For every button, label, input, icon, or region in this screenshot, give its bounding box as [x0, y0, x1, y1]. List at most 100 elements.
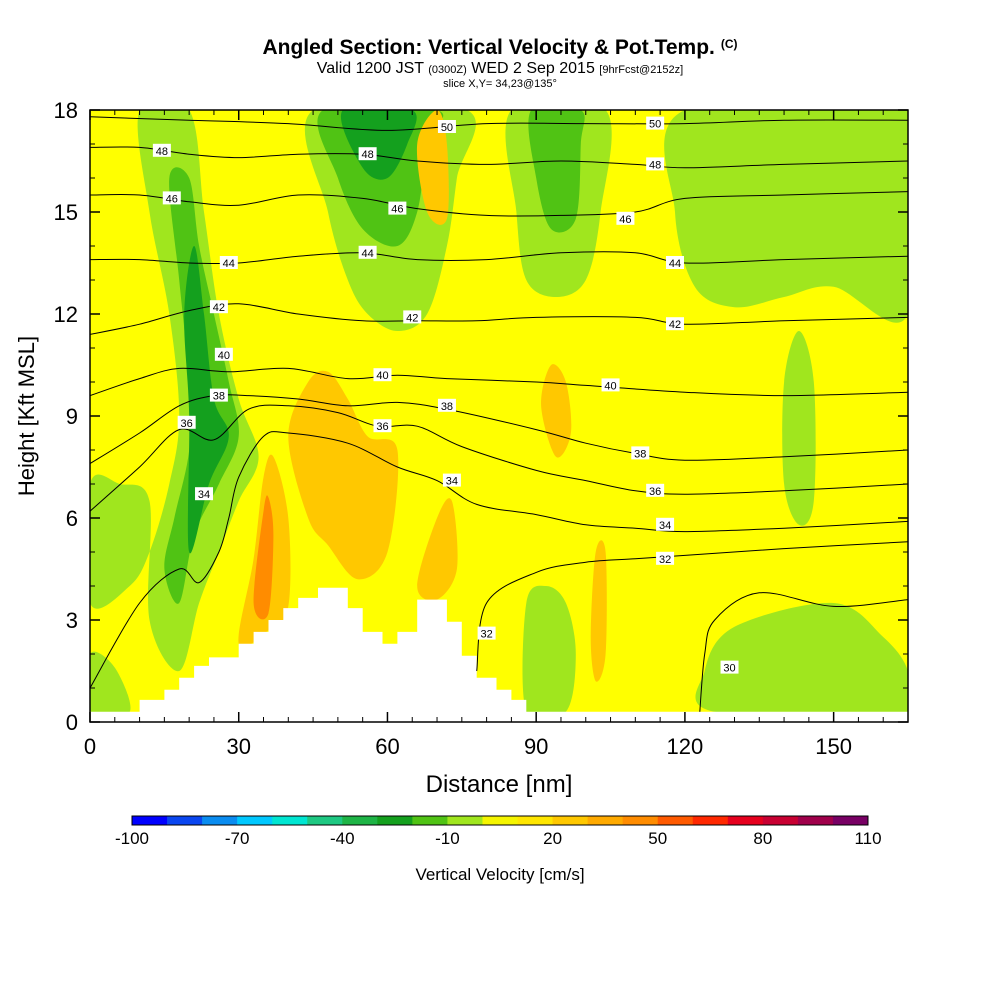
theta-label-34: 34 [659, 520, 671, 532]
theta-label-bg-8 [219, 256, 238, 269]
x-tick-label: 120 [667, 734, 704, 759]
theta-label-bg-21 [373, 419, 392, 433]
colorbar-swatch [622, 816, 659, 825]
chart-title: Angled Section: Vertical Velocity & Pot.… [262, 36, 738, 59]
theta-label-40: 40 [604, 380, 616, 392]
theta-label-bg-15 [373, 368, 392, 382]
theta-isoline-38 [90, 394, 908, 465]
colorbar-swatch [342, 816, 378, 825]
velocity-region-5 [341, 110, 417, 180]
theta-label-bg-11 [209, 300, 228, 314]
theta-labels: 48 50 48 50 48 46 46 46 44 44 44 42 42 42 40 40 40 38 38 38… [152, 116, 739, 675]
x-tick-label: 0 [84, 734, 96, 759]
colorbar-swatch [657, 816, 694, 825]
velocity-region-15 [288, 370, 399, 580]
theta-label-38: 38 [441, 401, 453, 413]
theta-label-bg-2 [358, 147, 377, 161]
theta-label-bg-24 [442, 473, 461, 487]
velocity-region-11 [90, 651, 131, 719]
theta-label-bg-28 [720, 660, 739, 674]
colorbar-swatch [692, 816, 729, 825]
theta-label-bg-1 [437, 120, 456, 133]
y-tick-label: 0 [66, 710, 78, 735]
terrain [90, 587, 908, 722]
theta-label-bg-18 [437, 398, 456, 412]
theta-label-bg-12 [403, 310, 422, 324]
colorbar-swatch [237, 816, 273, 825]
theta-label-bg-6 [388, 201, 407, 215]
colorbar-swatch [377, 816, 413, 825]
velocity-region-7 [528, 110, 585, 233]
theta-label-30: 30 [723, 663, 735, 675]
theta-label-46: 46 [619, 214, 631, 226]
theta-label-40: 40 [376, 370, 388, 382]
terrain-shape [90, 587, 908, 722]
colorbar-tick-label: 50 [648, 829, 667, 848]
y-tick-label: 9 [66, 404, 78, 429]
theta-label-32: 32 [480, 629, 492, 641]
colorbar-swatch [412, 816, 448, 825]
theta-isoline-44 [90, 251, 908, 265]
theta-label-50: 50 [649, 119, 661, 131]
x-tick-label: 90 [524, 734, 548, 759]
theta-label-38: 38 [213, 391, 225, 403]
y-tick-label: 6 [66, 506, 78, 531]
colorbar-swatch [552, 816, 589, 825]
colorbar-tick-label: -10 [435, 829, 460, 848]
colorbar-swatch [762, 816, 799, 825]
colorbar-swatch [797, 816, 834, 825]
theta-label-bg-16 [601, 378, 620, 392]
velocity-region-17 [541, 364, 572, 458]
velocity-region-18 [590, 540, 607, 682]
theta-label-38: 38 [634, 448, 646, 460]
colorbar-swatch [517, 816, 554, 825]
theta-isoline-46 [90, 191, 908, 217]
colorbar-swatch [307, 816, 343, 825]
theta-isoline-34 [90, 431, 908, 689]
colorbar-frame [131, 815, 869, 826]
theta-label-44: 44 [361, 248, 373, 260]
x-axis-ticks: 0 30 60 90 120 150 [84, 110, 884, 759]
colorbar-tick-label: 80 [753, 829, 772, 848]
theta-label-bg-3 [646, 116, 665, 130]
colorbar-label: Vertical Velocity [cm/s] [415, 865, 584, 884]
theta-label-bg-22 [646, 483, 665, 497]
theta-label-36: 36 [376, 421, 388, 433]
x-tick-label: 60 [375, 734, 399, 759]
theta-label-36: 36 [649, 486, 661, 498]
theta-isoline-50 [90, 116, 908, 131]
theta-label-42: 42 [213, 302, 225, 314]
theta-label-48: 48 [361, 149, 373, 161]
colorbar-swatch [482, 816, 519, 825]
colorbar-swatch [272, 816, 308, 825]
theta-label-50: 50 [441, 122, 453, 134]
velocity-region-9 [522, 585, 576, 722]
colorbar-swatch [727, 816, 764, 825]
theta-label-bg-13 [665, 317, 684, 331]
theta-label-44: 44 [223, 258, 235, 270]
colorbar-swatch [202, 816, 238, 825]
velocity-region-14 [253, 495, 274, 620]
theta-label-bg-23 [195, 487, 214, 501]
colorbar-tick-label: -70 [225, 829, 250, 848]
theta-label-36: 36 [181, 418, 193, 430]
theta-label-40: 40 [218, 350, 230, 362]
chart-slice-label: slice X,Y= 34,23@135° [443, 78, 557, 90]
theta-isoline-36 [90, 404, 908, 512]
colorbar-swatch [447, 816, 483, 825]
theta-isoline-32 [476, 541, 908, 672]
x-tick-label: 30 [226, 734, 250, 759]
velocity-region-0 [90, 110, 259, 672]
theta-label-32: 32 [659, 554, 671, 566]
theta-label-46: 46 [391, 204, 403, 216]
colorbar-swatch [167, 816, 203, 825]
theta-isoline-42 [90, 303, 908, 335]
y-axis-label: Height [Kft MSL] [14, 336, 39, 496]
theta-label-bg-17 [209, 388, 228, 402]
velocity-region-2 [184, 246, 229, 554]
theta-isoline-48 [90, 146, 908, 169]
velocity-region-19 [416, 110, 449, 225]
velocity-region-8 [664, 110, 908, 323]
y-tick-label: 3 [66, 608, 78, 633]
